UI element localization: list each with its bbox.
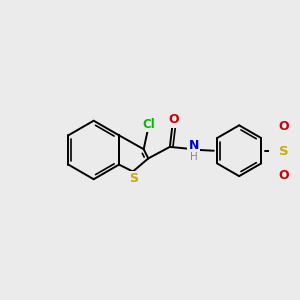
Text: S: S bbox=[129, 172, 138, 185]
Text: H: H bbox=[190, 152, 198, 162]
Text: O: O bbox=[168, 113, 179, 126]
Text: Cl: Cl bbox=[143, 118, 155, 131]
Text: O: O bbox=[278, 120, 289, 133]
Text: O: O bbox=[278, 169, 289, 182]
Text: N: N bbox=[298, 140, 300, 153]
Text: N: N bbox=[188, 139, 199, 152]
Text: S: S bbox=[279, 145, 289, 158]
